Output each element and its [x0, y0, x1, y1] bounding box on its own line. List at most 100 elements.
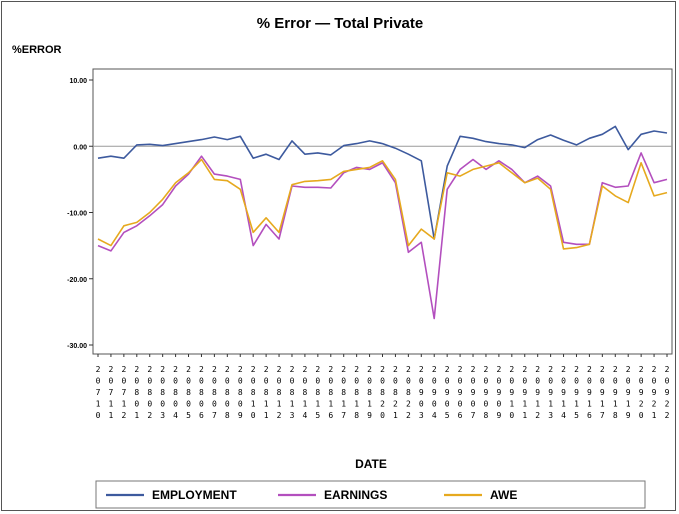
x-tick-label: 9: [445, 388, 450, 397]
x-tick-label: 6: [199, 411, 204, 420]
plot-area: [92, 68, 673, 355]
x-tick-label: 2: [484, 365, 489, 374]
x-tick-label: 8: [354, 411, 359, 420]
x-tick-label: 9: [548, 388, 553, 397]
x-tick-label: 9: [432, 388, 437, 397]
x-tick-label: 0: [238, 400, 243, 409]
x-tick-label: 7: [471, 411, 476, 420]
x-tick-label: 0: [509, 377, 514, 386]
x-tick-label: 0: [458, 400, 463, 409]
x-tick-label: 9: [626, 388, 631, 397]
x-tick-label: 2: [277, 411, 282, 420]
x-tick-label: 7: [600, 411, 605, 420]
legend: [95, 480, 646, 509]
x-tick-label: 1: [522, 400, 527, 409]
x-tick-label: 0: [445, 377, 450, 386]
x-tick-label: 3: [160, 411, 165, 420]
x-tick-label: 1: [535, 400, 540, 409]
x-tick-label: 2: [238, 365, 243, 374]
x-tick-label: 8: [251, 388, 256, 397]
x-tick-label: 1: [626, 400, 631, 409]
x-tick-label: 9: [665, 388, 670, 397]
x-tick-label: 0: [367, 377, 372, 386]
x-tick-label: 0: [380, 411, 385, 420]
x-tick-label: 2: [496, 365, 501, 374]
x-tick-label: 2: [147, 365, 152, 374]
x-tick-label: 2: [96, 365, 101, 374]
x-tick-label: 8: [613, 411, 618, 420]
x-tick-label: 1: [251, 400, 256, 409]
series-line-employment: [97, 125, 668, 240]
x-tick-label: 9: [367, 411, 372, 420]
x-tick-label: 2: [639, 365, 644, 374]
x-tick-label: 0: [522, 377, 527, 386]
x-tick-label: 1: [134, 411, 139, 420]
x-tick-label: 3: [290, 411, 295, 420]
x-tick-label: 0: [96, 377, 101, 386]
x-tick-label: 0: [535, 377, 540, 386]
x-tick-label: 9: [639, 388, 644, 397]
x-tick-label: 1: [367, 400, 372, 409]
x-tick-label: 4: [561, 411, 566, 420]
x-tick-label: 0: [315, 377, 320, 386]
x-tick-label: 2: [367, 365, 372, 374]
legend-items: EMPLOYMENT EARNINGS AWE: [106, 488, 517, 502]
x-tick-label: 0: [432, 400, 437, 409]
x-tick-label: 0: [419, 400, 424, 409]
x-tick-label: 9: [587, 388, 592, 397]
x-tick-label: 2: [432, 365, 437, 374]
x-tick-label: 5: [186, 411, 191, 420]
x-tick-label: 2: [406, 411, 411, 420]
x-tick-label: 0: [238, 377, 243, 386]
x-tick-label: 3: [419, 411, 424, 420]
x-tick-label: 0: [251, 377, 256, 386]
x-tick-label: 9: [535, 388, 540, 397]
x-tick-label: 0: [147, 377, 152, 386]
x-tick-label: 2: [380, 400, 385, 409]
x-tick-label: 1: [613, 400, 618, 409]
x-tick-label: 0: [471, 377, 476, 386]
x-tick-label: 9: [471, 388, 476, 397]
x-tick-label: 0: [406, 377, 411, 386]
x-tick-label: 2: [380, 365, 385, 374]
x-tick-label: 2: [393, 365, 398, 374]
x-tick-label: 1: [328, 400, 333, 409]
x-tick-label: 1: [121, 400, 126, 409]
y-axis-label: %ERROR: [12, 44, 62, 56]
x-tick-label: 8: [238, 388, 243, 397]
y-tick-label: 10.00: [69, 78, 87, 85]
legend-label-awe: AWE: [490, 488, 517, 502]
x-tick-label: 0: [484, 400, 489, 409]
x-tick-label: 0: [354, 377, 359, 386]
x-tick-label: 2: [109, 365, 114, 374]
x-tick-label: 6: [328, 411, 333, 420]
x-tick-label: 0: [186, 377, 191, 386]
x-tick-label: 8: [484, 411, 489, 420]
x-tick-label: 2: [471, 365, 476, 374]
x-tick-label: 8: [290, 388, 295, 397]
x-tick-label: 9: [458, 388, 463, 397]
x-tick-label: 1: [109, 400, 114, 409]
x-tick-label: 1: [652, 411, 657, 420]
x-tick-label: 0: [393, 377, 398, 386]
x-tick-label: 2: [160, 365, 165, 374]
x-tick-label: 9: [561, 388, 566, 397]
x-tick-label: 8: [393, 388, 398, 397]
x-tick-label: 8: [406, 388, 411, 397]
x-tick-label: 1: [277, 400, 282, 409]
chart-title: % Error — Total Private: [257, 15, 423, 32]
x-tick-label: 2: [406, 365, 411, 374]
x-tick-label: 8: [186, 388, 191, 397]
y-axis-ticks: 10.00 0.00 -10.00 -20.00 -30.00: [67, 78, 93, 350]
x-tick-label: 8: [354, 388, 359, 397]
x-tick-label: 0: [665, 377, 670, 386]
x-tick-label: 2: [277, 365, 282, 374]
x-tick-label: 0: [432, 377, 437, 386]
x-tick-label: 4: [173, 411, 178, 420]
x-tick-label: 2: [639, 400, 644, 409]
x-tick-label: 0: [509, 411, 514, 420]
x-tick-label: 2: [535, 411, 540, 420]
x-tick-label: 9: [496, 388, 501, 397]
x-tick-label: 2: [393, 400, 398, 409]
